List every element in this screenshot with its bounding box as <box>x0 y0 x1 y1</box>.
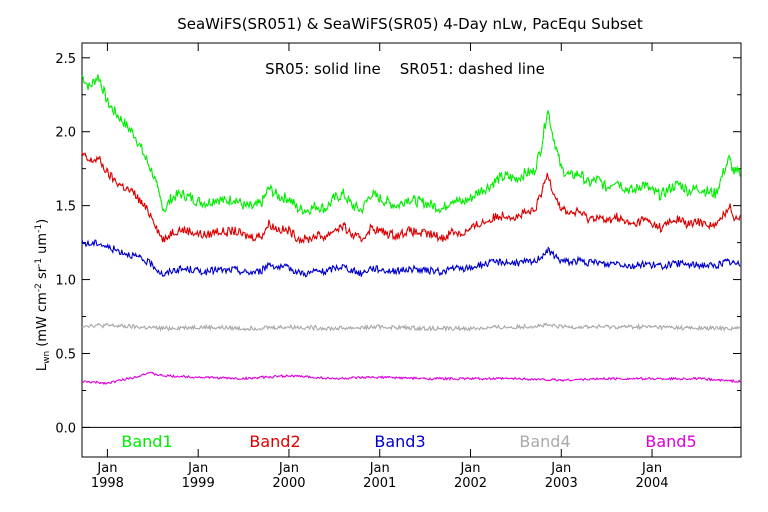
y-tick-label: 2.5 <box>55 52 76 67</box>
x-tick-month: Jan <box>641 461 662 476</box>
plot-frame <box>81 42 742 458</box>
legend-band4: Band4 <box>519 432 570 451</box>
y-axis-label-exp1: -2 <box>34 283 44 292</box>
x-tick-year: 2004 <box>635 476 668 491</box>
y-axis-label: Lwn (mW cm-2 sr-1 um-1) <box>34 219 52 371</box>
x-axis: Jan1998Jan1999Jan2000Jan2001Jan2002Jan20… <box>91 43 669 491</box>
series-line-dashed-band5 <box>81 372 741 385</box>
y-tick-label: 1.5 <box>55 200 76 215</box>
y-axis-label-pre: (mW cm <box>35 292 50 351</box>
y-axis-label-exp3: -1 <box>34 224 44 233</box>
y-axis-label-base: L <box>35 363 50 371</box>
y-axis: 0.0 0.5 1.0 1.5 2.0 2.5 <box>55 52 741 436</box>
series-line-dashed-band3 <box>81 240 741 278</box>
x-tick-year: 1999 <box>182 476 215 491</box>
legend-band1: Band1 <box>121 432 172 451</box>
series-line-band5 <box>81 371 741 385</box>
x-tick-year: 2000 <box>272 476 305 491</box>
y-axis-label-post: ) <box>35 219 50 224</box>
x-tick-month: Jan <box>550 461 571 476</box>
y-tick-label: 1.0 <box>55 274 76 289</box>
x-tick-month: Jan <box>459 461 480 476</box>
legend: Band1 Band2 Band3 Band4 Band5 <box>121 432 696 451</box>
x-tick-year: 2001 <box>363 476 396 491</box>
x-tick-year: 2003 <box>545 476 578 491</box>
series-line-band2 <box>81 151 741 244</box>
y-tick-label: 0.5 <box>55 348 76 363</box>
x-tick-month: Jan <box>369 461 390 476</box>
x-tick-month: Jan <box>96 461 117 476</box>
y-tick-label: 0.0 <box>55 421 76 436</box>
series-line-band3 <box>81 239 741 278</box>
y-axis-label-exp2: -1 <box>34 258 44 267</box>
legend-band3: Band3 <box>374 432 425 451</box>
series-layer <box>81 74 741 385</box>
x-tick-month: Jan <box>187 461 208 476</box>
chart-annotation: SR05: solid line SR051: dashed line <box>265 60 545 78</box>
y-axis-label-mid2: um <box>35 233 50 258</box>
y-axis-label-sub: wn <box>42 351 52 364</box>
series-line-band4 <box>81 322 741 332</box>
x-tick-year: 2002 <box>454 476 487 491</box>
x-tick-year: 1998 <box>91 476 124 491</box>
y-tick-label: 2.0 <box>55 126 76 141</box>
y-axis-label-mid1: sr <box>35 266 50 283</box>
legend-band2: Band2 <box>249 432 300 451</box>
x-tick-month: Jan <box>278 461 299 476</box>
series-line-dashed-band1 <box>81 75 741 215</box>
legend-band5: Band5 <box>645 432 696 451</box>
chart-title: SeaWiFS(SR051) & SeaWiFS(SR05) 4-Day nLw… <box>177 15 643 33</box>
series-line-band1 <box>81 74 741 215</box>
